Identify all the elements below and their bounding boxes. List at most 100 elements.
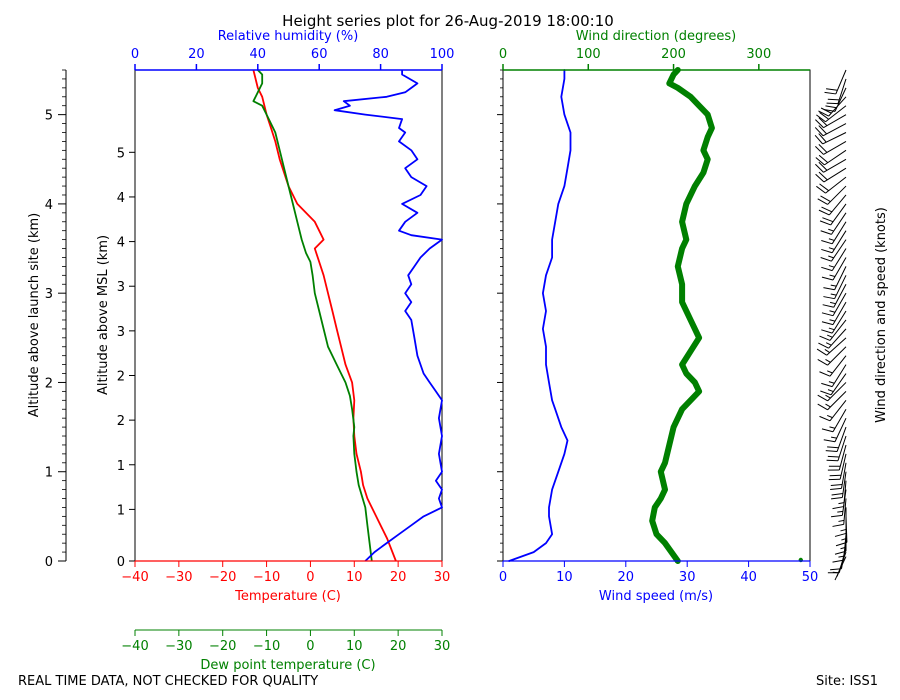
wind-barb-half-feather bbox=[825, 359, 831, 363]
wind-barb bbox=[823, 266, 847, 291]
wind-barb bbox=[830, 462, 847, 490]
wind-barb-shaft bbox=[834, 417, 847, 442]
wind-barb bbox=[823, 87, 847, 112]
wind-barb-feather bbox=[825, 450, 838, 453]
temperature-tick-label: −30 bbox=[165, 570, 192, 585]
dewpoint-tick-label: −10 bbox=[253, 639, 280, 654]
wind-barb-feather bbox=[821, 206, 833, 213]
wind-barb-feather bbox=[814, 134, 824, 145]
wind-barb-feather bbox=[821, 329, 833, 334]
wind-barb-shaft bbox=[832, 408, 847, 433]
temperature-axis-label: Temperature (C) bbox=[234, 589, 341, 604]
wind-barb-feather bbox=[831, 514, 843, 518]
wind-barb bbox=[821, 301, 847, 326]
launch-tick-label: 3 bbox=[45, 287, 53, 302]
wind-barb bbox=[832, 498, 847, 527]
msl-tick-label: 5 bbox=[117, 146, 125, 161]
humidity-tick-label: 20 bbox=[188, 47, 205, 62]
wind-barb-shaft bbox=[827, 185, 847, 205]
wind-barb-half-feather bbox=[825, 403, 831, 408]
humidity-tick-label: 40 bbox=[250, 47, 267, 62]
wind-barb-feather bbox=[821, 321, 834, 326]
wind-barb-feather bbox=[821, 312, 834, 317]
left-series-layer bbox=[252, 69, 443, 562]
wind-barb-feather bbox=[832, 559, 844, 563]
wind-barb-feather bbox=[818, 342, 829, 349]
wind-barb-feather bbox=[820, 230, 832, 235]
humidity-tick-label: 0 bbox=[131, 47, 139, 62]
wind-barb-shaft bbox=[843, 498, 847, 525]
left-plot-frame bbox=[134, 69, 443, 562]
wind-barb-feather bbox=[835, 541, 848, 547]
wind-barb-feather bbox=[819, 112, 829, 120]
dewpoint-tick-label: −20 bbox=[209, 639, 236, 654]
wind-barb-half-feather bbox=[829, 319, 836, 322]
msl-altitude-axis: 0 1 1 2 2 3 3 4 4 5 bbox=[117, 146, 135, 570]
wind-barb-half-feather bbox=[837, 510, 844, 513]
dewpoint-axis: −40 −30 −20 −10 0 10 20 30 bbox=[121, 629, 450, 654]
wind-barb bbox=[831, 471, 847, 500]
wind-barb-shaft bbox=[834, 87, 847, 112]
wind-barb-feather bbox=[821, 248, 833, 254]
dewpoint-tick-label: −40 bbox=[121, 639, 148, 654]
wind-barb-feather bbox=[831, 496, 843, 500]
wind-barb-half-feather bbox=[829, 274, 836, 278]
wind-barb-shaft bbox=[831, 239, 847, 262]
wind-barb-shaft bbox=[837, 78, 847, 104]
wind-barb-shaft bbox=[826, 337, 847, 356]
wind-barb bbox=[818, 328, 847, 349]
msl-tick-label: 3 bbox=[117, 325, 125, 340]
wind-barb-half-feather bbox=[828, 265, 835, 268]
wind-barb bbox=[822, 284, 847, 308]
wind-barb-shaft bbox=[829, 355, 847, 377]
wind-barb bbox=[821, 248, 847, 272]
humidity-tick-label: 100 bbox=[430, 47, 455, 62]
wind-barb-shaft bbox=[823, 114, 847, 129]
wind-barb-label: Wind direction and speed (knots) bbox=[874, 207, 889, 423]
wind-barb-feather bbox=[826, 88, 838, 91]
msl-tick-label: 1 bbox=[117, 503, 125, 518]
wind-barb-feather bbox=[818, 209, 830, 216]
wind-barb-feather bbox=[832, 523, 844, 527]
wind-speed-line bbox=[508, 69, 572, 562]
chart-title: Height series plot for 26-Aug-2019 18:00… bbox=[282, 12, 614, 30]
wind-barb bbox=[821, 310, 847, 334]
wind-barb bbox=[821, 257, 847, 281]
wind-barb-shaft bbox=[832, 257, 847, 281]
wind-barb-shaft bbox=[838, 444, 847, 471]
wind-barb-feather bbox=[823, 296, 835, 300]
wind-barb-feather bbox=[815, 119, 824, 128]
wind-barb-half-feather bbox=[828, 327, 835, 331]
wind-barb-half-feather bbox=[827, 334, 833, 338]
wind-barb-half-feather bbox=[825, 342, 832, 346]
wind-barb-feather bbox=[821, 240, 833, 245]
site-label: Site: ISS1 bbox=[816, 674, 879, 689]
wind-barb-feather bbox=[816, 114, 826, 123]
wind-barb bbox=[826, 435, 847, 462]
wind-barb-feather bbox=[821, 428, 834, 433]
wind-barb bbox=[817, 346, 847, 366]
wind-barb-shaft bbox=[823, 167, 847, 183]
wind-barb-shaft bbox=[827, 391, 847, 411]
wind-barb-half-feather bbox=[841, 537, 847, 541]
wind-barb-shaft bbox=[832, 292, 847, 316]
wind-barb-shaft bbox=[827, 346, 847, 366]
wind-barb-feather bbox=[827, 98, 840, 101]
wind-barb bbox=[826, 78, 847, 105]
wind-barb-half-feather bbox=[838, 519, 845, 522]
right-altitude-ticks bbox=[497, 69, 503, 562]
temperature-tick-label: −10 bbox=[253, 570, 280, 585]
wind-barb bbox=[825, 426, 847, 453]
wind-barb-feather bbox=[817, 394, 828, 402]
temperature-tick-label: −20 bbox=[209, 570, 236, 585]
wind-barb bbox=[819, 319, 847, 341]
wind-barb-feather bbox=[819, 183, 829, 192]
wind-barb-shaft bbox=[833, 284, 847, 308]
wind-barb-shaft bbox=[830, 373, 847, 396]
wind-barb-feather bbox=[818, 171, 828, 181]
wind-barb bbox=[823, 417, 847, 443]
wind-barb-half-feather bbox=[827, 389, 834, 393]
left-panel: 0 1 2 3 4 5 0 1 1 2 2 3 3 4 4 5 −40 −30 −20 −10 0 10 20 30 −4… bbox=[27, 29, 454, 673]
dewpoint-tick-label: 20 bbox=[390, 639, 407, 654]
wind-speed-axis: 0 10 20 30 40 50 bbox=[499, 560, 818, 585]
